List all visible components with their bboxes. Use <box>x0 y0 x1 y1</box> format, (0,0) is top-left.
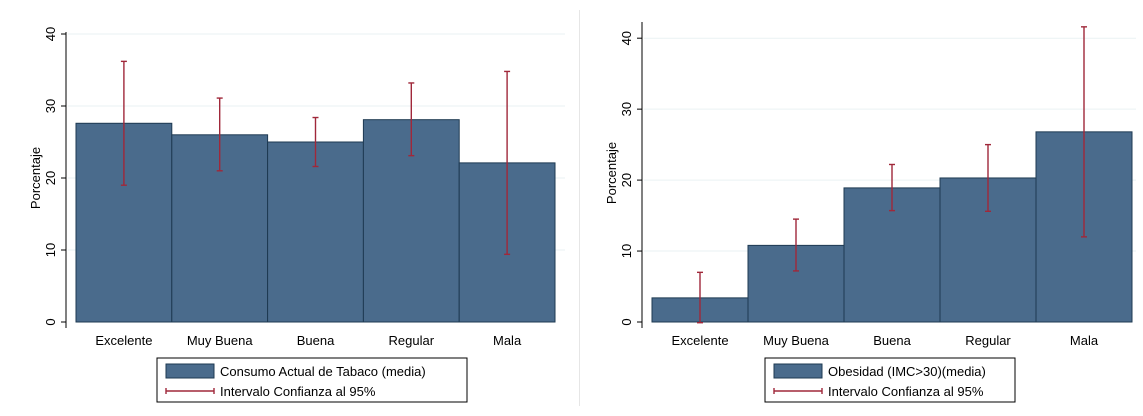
y-tick-label: 20 <box>43 171 58 185</box>
chart-panel-tabaco: 0 10 20 30 40 Porcentaje Excelente Muy Buena Bue… <box>28 27 565 403</box>
legend-label-series: Obesidad (IMC>30)(media) <box>828 364 986 379</box>
chart-panel-obesidad: 0 10 20 30 40 Porcentaje Excelente Muy Buena Bue… <box>604 22 1136 403</box>
y-tick-label: 10 <box>43 243 58 257</box>
x-tick-label: Regular <box>965 333 1011 348</box>
panel-divider <box>579 10 580 406</box>
bar-2 <box>267 141 364 323</box>
y-tick-label: 20 <box>619 173 634 187</box>
x-tick-label: Excelente <box>95 333 152 348</box>
y-tick-label: 0 <box>43 318 58 325</box>
legend-label-series: Consumo Actual de Tabaco (media) <box>220 364 426 379</box>
legend-box <box>156 357 468 403</box>
y-tick-label: 30 <box>619 102 634 116</box>
legend-label-ci: Intervalo Confianza al 95% <box>828 384 984 399</box>
y-tick-label: 40 <box>619 31 634 45</box>
x-tick-label: Muy Buena <box>187 333 254 348</box>
x-tick-label: Muy Buena <box>763 333 830 348</box>
x-tick-label: Buena <box>873 333 911 348</box>
x-tick-label: Excelente <box>671 333 728 348</box>
x-tick-label: Regular <box>389 333 435 348</box>
x-tick-label: Mala <box>1070 333 1099 348</box>
y-tick-label: 40 <box>43 27 58 41</box>
y-tick-label: 0 <box>619 318 634 325</box>
y-axis-title: Porcentaje <box>604 142 619 204</box>
legend-label-ci: Intervalo Confianza al 95% <box>220 384 376 399</box>
x-tick-label: Buena <box>297 333 335 348</box>
legend-swatch-bar <box>165 363 215 379</box>
y-tick-label: 10 <box>619 244 634 258</box>
x-tick-label: Mala <box>493 333 522 348</box>
y-axis-title: Porcentaje <box>28 147 43 209</box>
y-tick-label: 30 <box>43 99 58 113</box>
legend-swatch-bar <box>773 363 823 379</box>
